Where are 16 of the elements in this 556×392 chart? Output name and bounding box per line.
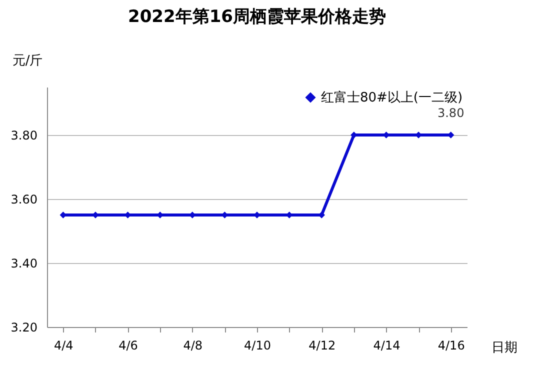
y-tick-label: 3.40 (10, 256, 38, 270)
y-axis-title: 元/斤 (12, 54, 43, 68)
x-tick-label: 4/6 (118, 338, 138, 352)
x-tick-label: 4/4 (54, 338, 74, 352)
y-tick-label: 3.20 (10, 320, 38, 334)
x-tick-label: 4/8 (183, 338, 203, 352)
x-tick-label: 4/12 (308, 338, 336, 352)
chart-title: 2022年第16周栖霞苹果价格走势 (128, 7, 386, 27)
x-tick-label: 4/16 (438, 338, 465, 352)
x-axis-title: 日期 (492, 340, 518, 356)
x-tick-label: 4/10 (244, 338, 271, 352)
y-tick-label: 3.60 (10, 192, 38, 206)
x-tick-label: 4/14 (373, 338, 400, 352)
legend-label: 红富士80#以上(一二级) (321, 90, 463, 106)
y-tick-label: 3.80 (10, 128, 38, 142)
data-label: 3.80 (437, 106, 464, 120)
